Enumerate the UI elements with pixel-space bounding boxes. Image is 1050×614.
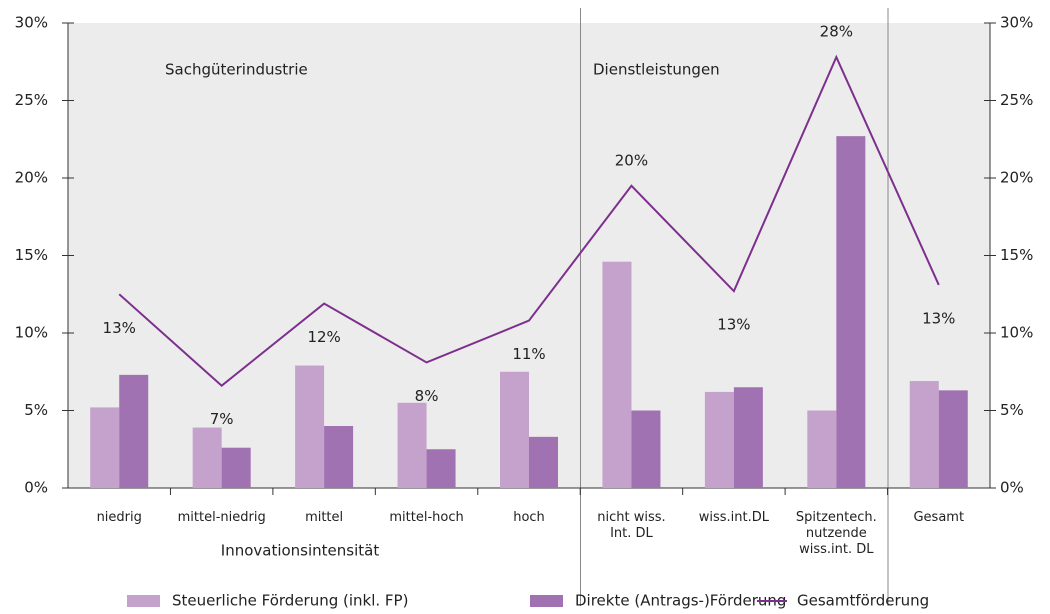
x-tick-label: Spitzentech. nutzende wiss.int. DL [796,510,877,557]
bar [836,136,866,488]
bar [295,365,325,488]
x-tick-label: mittel-niedrig [178,510,266,525]
section-label: Sachgüterindustrie [165,61,308,79]
bar [704,391,734,488]
x-tick-label: hoch [513,510,545,525]
y2-tick-label: 0% [1000,479,1024,497]
y2-tick-label: 25% [1000,91,1033,109]
y-tick-label: 20% [15,169,48,187]
bar [733,387,763,488]
y2-tick-label: 5% [1000,401,1024,419]
section-label: Dienstleistungen [593,61,720,79]
data-label: 28% [820,23,853,41]
bar [426,449,456,488]
line [118,54,940,388]
legend-label: Direkte (Antrags-)Förderung [575,592,786,610]
data-label: 7% [210,410,234,428]
y2-tick-label: 20% [1000,169,1033,187]
y2-tick-label: 15% [1000,246,1033,264]
y-tick-label: 10% [15,324,48,342]
y-tick-label: 30% [15,14,48,32]
legend-label: Gesamtförderung [797,592,929,610]
x-tick-label: Gesamt [913,510,964,525]
bar [221,447,251,488]
data-label: 11% [512,345,545,363]
data-label: 8% [415,387,439,405]
y-tick-label: 25% [15,91,48,109]
bar [529,436,558,488]
legend-swatch [127,595,160,607]
bar [119,374,149,488]
data-label: 13% [922,309,955,327]
data-label: 13% [717,316,750,334]
bar [909,381,939,488]
legend-label: Steuerliche Förderung (inkl. FP) [172,592,408,610]
bar [938,390,968,488]
y-tick-label: 0% [24,479,48,497]
bar [631,410,661,488]
bar [602,261,632,488]
y2-tick-label: 30% [1000,14,1033,32]
bar [807,410,837,488]
legend-swatch [530,595,563,607]
y-tick-label: 5% [24,401,48,419]
bar [192,427,222,488]
x-tick-label: niedrig [97,510,142,525]
bar [90,407,120,488]
x-tick-label: mittel [305,510,343,525]
data-label: 13% [103,319,136,337]
bar [500,371,529,488]
x-tick-label: wiss.int.DL [699,510,770,525]
x-tick-label: mittel-hoch [389,510,463,525]
data-label: 20% [615,151,648,169]
x-axis-label: Innovationsintensität [221,542,380,560]
y2-tick-label: 10% [1000,324,1033,342]
y-tick-label: 15% [15,246,48,264]
data-label: 12% [307,328,340,346]
x-tick-label: nicht wiss. Int. DL [597,510,665,541]
bar [324,426,354,488]
bar [397,402,427,488]
